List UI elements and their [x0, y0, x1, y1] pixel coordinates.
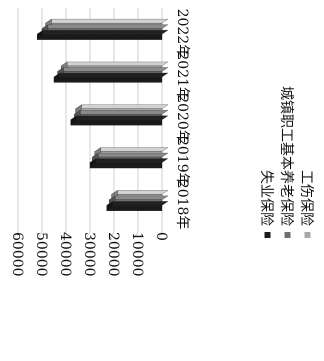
bar-top-face: [89, 158, 169, 163]
bar-end-face: [37, 29, 44, 40]
legend-swatch: [284, 232, 291, 238]
legend-swatch: [264, 232, 271, 238]
bar-top-face: [91, 152, 169, 158]
value-axis-tick-label: 30000: [81, 232, 97, 277]
bar-end-face: [106, 201, 113, 212]
value-axis-tick-label: 10000: [129, 232, 145, 277]
bar-top-face: [94, 147, 169, 152]
bar-top-face: [36, 29, 169, 35]
bar: [53, 76, 163, 83]
bar-end-face: [70, 115, 77, 126]
bar-top-face: [57, 67, 169, 72]
bar-end-face: [53, 72, 61, 83]
gridline-depth: [157, 231, 163, 239]
bar-layer: [36, 18, 169, 212]
bar-top-face: [53, 72, 169, 78]
category-label: 2018年: [174, 180, 190, 230]
legend-swatch: [304, 232, 311, 238]
bar: [89, 162, 163, 169]
value-axis-tick-label: 60000: [9, 232, 25, 277]
value-axis-tick-label: 20000: [105, 232, 121, 277]
gridline-depth: [37, 231, 43, 239]
category-label: 2021年: [174, 51, 190, 101]
bar: [106, 205, 163, 212]
gridline-depth: [109, 231, 115, 239]
value-axis-tick-layer: 0 10000 20000 30000 40000 50000 60000: [9, 232, 169, 277]
gridline-depth: [85, 231, 91, 239]
gridline-depth: [133, 231, 139, 239]
category-label: 2019年: [174, 137, 190, 187]
legend-label: 失业保险: [258, 170, 274, 226]
gridline-depth: [61, 231, 67, 239]
bar-top-face: [108, 195, 169, 201]
bar-top-face: [60, 61, 169, 67]
bar-top-face: [106, 201, 169, 206]
legend-label: 城镇职工基本养老保险: [278, 86, 295, 226]
value-axis-tick-label: 0: [153, 232, 169, 241]
value-axis-tick-label: 40000: [57, 232, 73, 277]
gridline-depth: [13, 231, 19, 239]
bar-top-face: [73, 110, 169, 115]
bar: [37, 34, 163, 40]
bar-top-face: [111, 190, 169, 195]
value-axis-tick-label: 50000: [33, 232, 49, 277]
bar-top-face: [70, 115, 169, 120]
bar-end-face: [89, 158, 97, 169]
bar-top-face: [75, 104, 169, 109]
legend: 失业保险 城镇职工基本养老保险 工伤保险: [258, 86, 314, 238]
legend-label: 工伤保险: [298, 170, 314, 226]
category-label: 2020年: [174, 94, 190, 144]
bar: [70, 119, 163, 126]
bar-top-face: [41, 24, 169, 29]
bar-top-face: [45, 18, 169, 24]
category-label: 2022年: [174, 9, 190, 59]
